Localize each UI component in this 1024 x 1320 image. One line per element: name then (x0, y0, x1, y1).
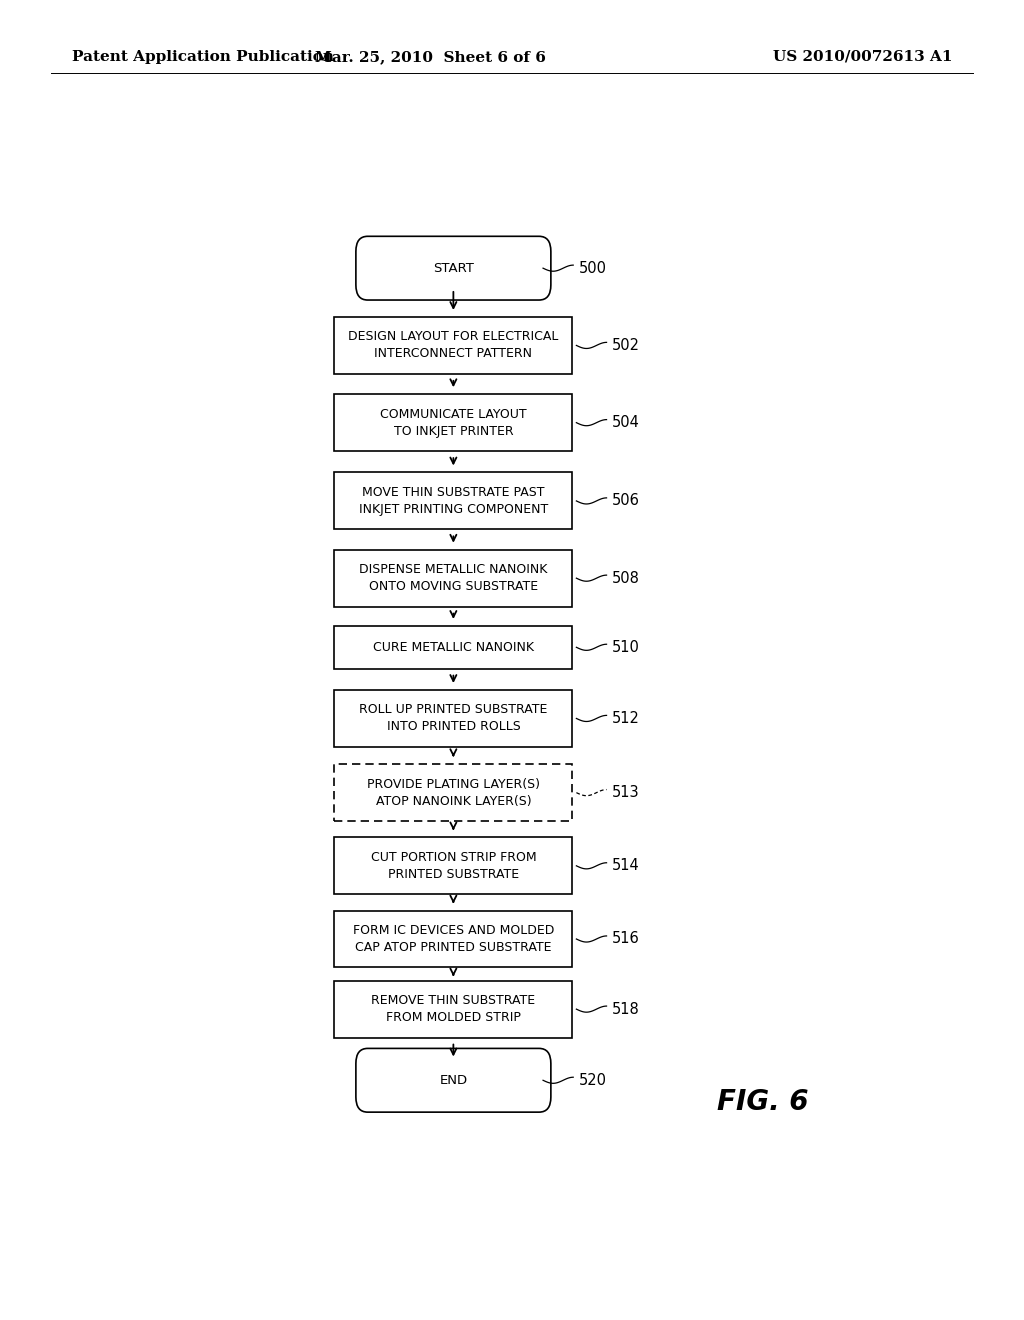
FancyBboxPatch shape (356, 236, 551, 300)
Text: US 2010/0072613 A1: US 2010/0072613 A1 (773, 50, 952, 63)
Text: 514: 514 (612, 858, 640, 874)
Bar (334, 395, 572, 451)
Bar (334, 911, 572, 968)
Text: CUT PORTION STRIP FROM
PRINTED SUBSTRATE: CUT PORTION STRIP FROM PRINTED SUBSTRATE (371, 851, 537, 880)
Text: PROVIDE PLATING LAYER(S)
ATOP NANOINK LAYER(S): PROVIDE PLATING LAYER(S) ATOP NANOINK LA… (367, 777, 540, 808)
Text: 516: 516 (612, 932, 640, 946)
Text: Mar. 25, 2010  Sheet 6 of 6: Mar. 25, 2010 Sheet 6 of 6 (314, 50, 546, 63)
Text: DESIGN LAYOUT FOR ELECTRICAL
INTERCONNECT PATTERN: DESIGN LAYOUT FOR ELECTRICAL INTERCONNEC… (348, 330, 558, 360)
Text: 500: 500 (579, 260, 607, 276)
Text: 512: 512 (612, 711, 640, 726)
Bar (334, 317, 572, 374)
Bar (334, 981, 572, 1038)
Text: END: END (439, 1073, 467, 1086)
Bar (334, 837, 572, 894)
Text: 502: 502 (612, 338, 640, 352)
Bar (334, 764, 572, 821)
Text: FORM IC DEVICES AND MOLDED
CAP ATOP PRINTED SUBSTRATE: FORM IC DEVICES AND MOLDED CAP ATOP PRIN… (352, 924, 554, 954)
Bar (334, 690, 572, 747)
Text: START: START (433, 261, 474, 275)
Text: 506: 506 (612, 494, 640, 508)
Text: CURE METALLIC NANOINK: CURE METALLIC NANOINK (373, 640, 534, 653)
Bar (334, 626, 572, 669)
Text: 510: 510 (612, 640, 640, 655)
Text: MOVE THIN SUBSTRATE PAST
INKJET PRINTING COMPONENT: MOVE THIN SUBSTRATE PAST INKJET PRINTING… (358, 486, 548, 516)
Text: 508: 508 (612, 570, 640, 586)
Text: 513: 513 (612, 785, 640, 800)
Text: 518: 518 (612, 1002, 640, 1016)
Bar (334, 549, 572, 607)
Bar (334, 473, 572, 529)
Text: DISPENSE METALLIC NANOINK
ONTO MOVING SUBSTRATE: DISPENSE METALLIC NANOINK ONTO MOVING SU… (359, 564, 548, 593)
FancyBboxPatch shape (356, 1048, 551, 1113)
Text: 520: 520 (579, 1073, 607, 1088)
Text: ROLL UP PRINTED SUBSTRATE
INTO PRINTED ROLLS: ROLL UP PRINTED SUBSTRATE INTO PRINTED R… (359, 704, 548, 734)
Text: FIG. 6: FIG. 6 (717, 1088, 809, 1115)
Text: Patent Application Publication: Patent Application Publication (72, 50, 334, 63)
Text: COMMUNICATE LAYOUT
TO INKJET PRINTER: COMMUNICATE LAYOUT TO INKJET PRINTER (380, 408, 526, 438)
Text: 504: 504 (612, 416, 640, 430)
Text: REMOVE THIN SUBSTRATE
FROM MOLDED STRIP: REMOVE THIN SUBSTRATE FROM MOLDED STRIP (372, 994, 536, 1024)
